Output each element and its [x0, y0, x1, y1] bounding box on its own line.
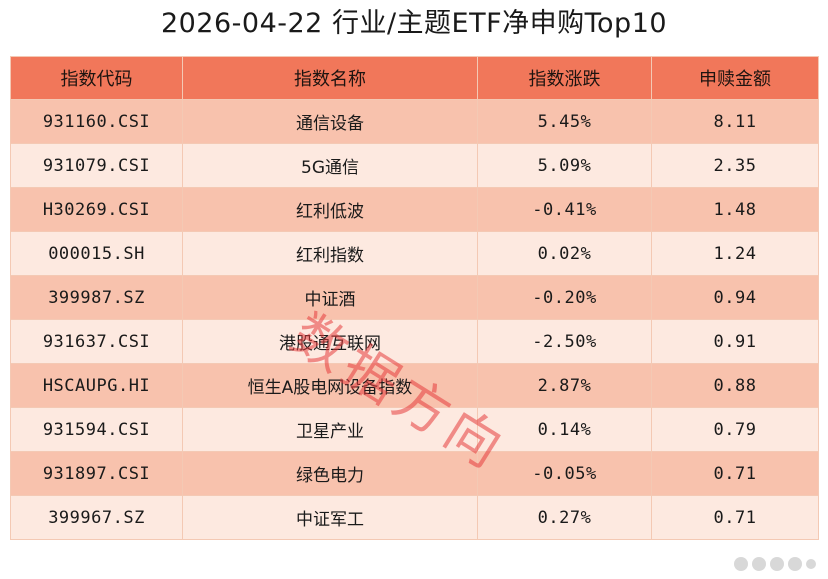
index-change-cell: 5.45% — [477, 99, 652, 144]
table-row: 399967.SZ 中证军工 0.27% 0.71 — [10, 495, 819, 540]
amount-cell: 0.71 — [651, 495, 819, 540]
amount-cell: 8.11 — [651, 99, 819, 144]
footer-dots — [734, 557, 816, 571]
index-code-cell: 399967.SZ — [10, 495, 183, 540]
index-code-cell: 931897.CSI — [10, 451, 183, 496]
header-index-name: 指数名称 — [182, 56, 478, 100]
amount-cell: 1.24 — [651, 231, 819, 276]
index-name-cell: 卫星产业 — [182, 407, 478, 452]
index-name-cell: 绿色电力 — [182, 451, 478, 496]
index-name-cell: 恒生A股电网设备指数 — [182, 363, 478, 408]
index-name-cell: 红利指数 — [182, 231, 478, 276]
header-index-code: 指数代码 — [10, 56, 183, 100]
table-row: 000015.SH 红利指数 0.02% 1.24 — [10, 231, 819, 276]
amount-cell: 0.71 — [651, 451, 819, 496]
index-change-cell: 5.09% — [477, 143, 652, 188]
table-row: 931594.CSI 卫星产业 0.14% 0.79 — [10, 407, 819, 452]
index-change-cell: 0.14% — [477, 407, 652, 452]
index-code-cell: 399987.SZ — [10, 275, 183, 320]
index-name-cell: 中证军工 — [182, 495, 478, 540]
index-change-cell: 2.87% — [477, 363, 652, 408]
index-name-cell: 中证酒 — [182, 275, 478, 320]
table-row: 399987.SZ 中证酒 -0.20% 0.94 — [10, 275, 819, 320]
amount-cell: 0.91 — [651, 319, 819, 364]
table-row: 931079.CSI 5G通信 5.09% 2.35 — [10, 143, 819, 188]
index-name-cell: 港股通互联网 — [182, 319, 478, 364]
table-row: H30269.CSI 红利低波 -0.41% 1.48 — [10, 187, 819, 232]
index-code-cell: 931079.CSI — [10, 143, 183, 188]
table-row: 931637.CSI 港股通互联网 -2.50% 0.91 — [10, 319, 819, 364]
index-change-cell: -0.05% — [477, 451, 652, 496]
index-change-cell: -0.41% — [477, 187, 652, 232]
index-code-cell: 931160.CSI — [10, 99, 183, 144]
footer-dot-icon — [806, 559, 816, 569]
header-index-change: 指数涨跌 — [477, 56, 652, 100]
header-subscription-amount: 申赎金额 — [651, 56, 819, 100]
index-change-cell: -0.20% — [477, 275, 652, 320]
index-code-cell: 000015.SH — [10, 231, 183, 276]
index-code-cell: 931594.CSI — [10, 407, 183, 452]
index-change-cell: 0.02% — [477, 231, 652, 276]
page-title: 2026-04-22 行业/主题ETF净申购Top10 — [160, 8, 668, 39]
table-row: 931897.CSI 绿色电力 -0.05% 0.71 — [10, 451, 819, 496]
footer-dot-icon — [788, 557, 802, 571]
table-header-row: 指数代码 指数名称 指数涨跌 申赎金额 — [10, 56, 819, 100]
amount-cell: 0.94 — [651, 275, 819, 320]
index-name-cell: 5G通信 — [182, 143, 478, 188]
index-name-cell: 通信设备 — [182, 99, 478, 144]
footer-dot-icon — [752, 557, 766, 571]
footer-dot-icon — [734, 557, 748, 571]
index-code-cell: H30269.CSI — [10, 187, 183, 232]
etf-net-subscription-table: 指数代码 指数名称 指数涨跌 申赎金额 931160.CSI 通信设备 5.45… — [10, 56, 819, 540]
amount-cell: 1.48 — [651, 187, 819, 232]
table-row: 931160.CSI 通信设备 5.45% 8.11 — [10, 99, 819, 144]
index-code-cell: 931637.CSI — [10, 319, 183, 364]
footer-dot-icon — [770, 557, 784, 571]
index-code-cell: HSCAUPG.HI — [10, 363, 183, 408]
amount-cell: 0.79 — [651, 407, 819, 452]
amount-cell: 2.35 — [651, 143, 819, 188]
table-row: HSCAUPG.HI 恒生A股电网设备指数 2.87% 0.88 — [10, 363, 819, 408]
index-name-cell: 红利低波 — [182, 187, 478, 232]
index-change-cell: 0.27% — [477, 495, 652, 540]
amount-cell: 0.88 — [651, 363, 819, 408]
index-change-cell: -2.50% — [477, 319, 652, 364]
